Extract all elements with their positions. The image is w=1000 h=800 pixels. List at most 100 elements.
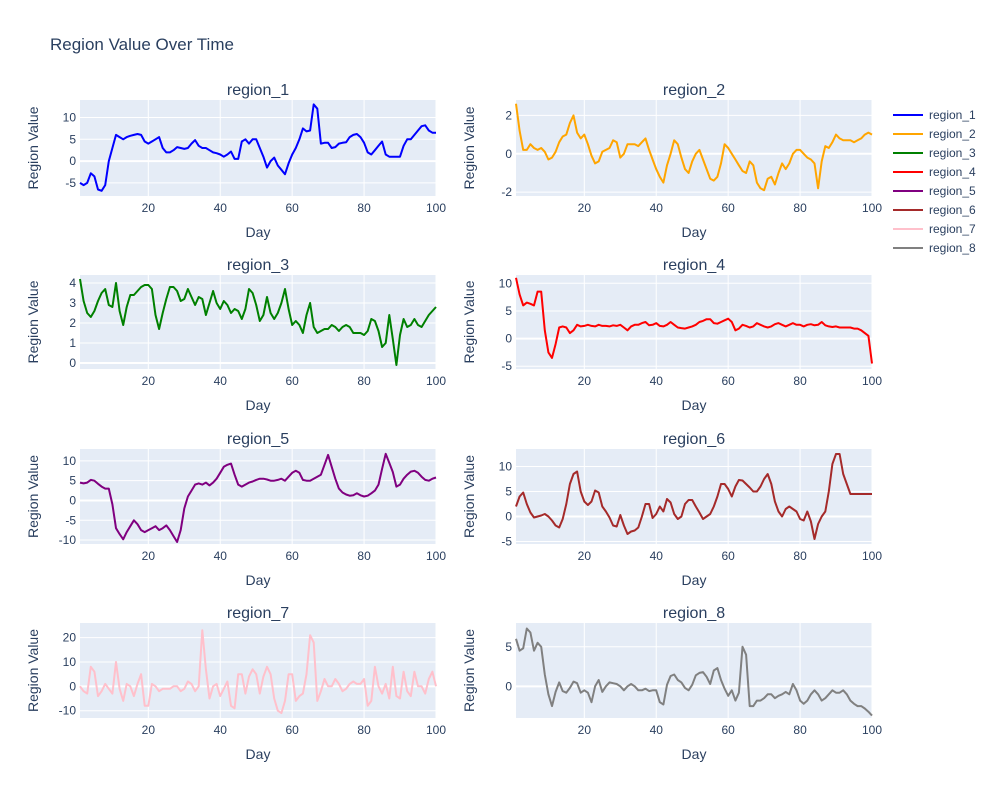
legend-label: region_6 — [929, 203, 976, 217]
x-tick-label: 60 — [721, 723, 735, 737]
y-axis-title: Region Value — [25, 629, 41, 712]
subplot-7: 20 40 60 80 100 -10 0 10 20 region_7 Day Region Val… — [25, 605, 446, 762]
subplot-3: 20 40 60 80 100 0 1 2 3 4 region_3 Day Region Value — [25, 257, 446, 413]
plot-area — [80, 623, 436, 718]
y-tick-label: -2 — [501, 185, 512, 199]
y-tick-label: 2 — [69, 316, 76, 330]
x-axis-title: Day — [246, 224, 271, 240]
x-tick-label: 40 — [650, 201, 664, 215]
y-tick-label: 1 — [69, 336, 76, 350]
x-tick-label: 40 — [214, 374, 228, 388]
x-tick-label: 100 — [862, 201, 882, 215]
x-tick-label: 60 — [721, 549, 735, 563]
y-tick-label: -5 — [65, 176, 76, 190]
plot-area — [516, 449, 872, 544]
series-line-region_2[interactable] — [515, 103, 873, 192]
legend-item-region_5[interactable]: region_5 — [893, 184, 976, 198]
y-axis-title: Region Value — [461, 629, 477, 712]
plot-area — [516, 275, 872, 369]
y-axis-title: Region Value — [25, 106, 41, 189]
x-tick-label: 60 — [285, 201, 299, 215]
x-tick-label: 80 — [793, 723, 807, 737]
legend-label: region_7 — [929, 222, 976, 236]
y-tick-label: 2 — [505, 108, 512, 122]
x-tick-label: 80 — [357, 723, 371, 737]
y-tick-label: 0 — [505, 332, 512, 346]
y-tick-label: 10 — [63, 110, 77, 124]
y-tick-label: -10 — [59, 704, 77, 718]
x-tick-label: 40 — [650, 374, 664, 388]
legend-label: region_3 — [929, 146, 976, 160]
x-axis-title: Day — [682, 224, 707, 240]
legend-item-region_4[interactable]: region_4 — [893, 165, 976, 179]
x-tick-label: 20 — [578, 374, 592, 388]
series-line-region_7[interactable] — [79, 629, 437, 715]
legend-item-region_2[interactable]: region_2 — [893, 127, 976, 141]
series-line-region_8[interactable] — [515, 627, 873, 717]
x-tick-label: 60 — [721, 374, 735, 388]
x-tick-label: 40 — [650, 723, 664, 737]
x-tick-label: 60 — [721, 201, 735, 215]
y-tick-label: 3 — [69, 296, 76, 310]
subplot-title: region_3 — [227, 257, 289, 274]
y-tick-label: 5 — [505, 640, 512, 654]
x-tick-label: 20 — [142, 374, 156, 388]
y-tick-label: 4 — [69, 276, 76, 290]
plot-area — [516, 100, 872, 196]
series-line-region_1[interactable] — [79, 103, 436, 192]
legend-item-region_8[interactable]: region_8 — [893, 241, 976, 255]
y-axis-title: Region Value — [25, 280, 41, 363]
legend-item-region_1[interactable]: region_1 — [893, 108, 976, 122]
legend[interactable]: region_1 region_2 region_3 region_4 region_5… — [893, 108, 976, 255]
x-tick-label: 40 — [214, 201, 228, 215]
subplot-title: region_7 — [227, 605, 289, 622]
series-line-region_3[interactable] — [79, 278, 437, 366]
x-tick-label: 100 — [426, 549, 446, 563]
x-tick-label: 100 — [862, 549, 882, 563]
legend-item-region_7[interactable]: region_7 — [893, 222, 976, 236]
x-tick-label: 80 — [793, 201, 807, 215]
y-tick-label: 0 — [69, 679, 76, 693]
x-tick-label: 20 — [578, 201, 592, 215]
x-tick-label: 60 — [285, 723, 299, 737]
x-tick-label: 80 — [357, 549, 371, 563]
subplot-title: region_5 — [227, 431, 289, 448]
series-line-region_5[interactable] — [79, 452, 437, 543]
x-axis-title: Day — [682, 746, 707, 762]
series-line-region_6[interactable] — [515, 453, 872, 540]
y-axis-title: Region Value — [461, 455, 477, 538]
y-axis-title: Region Value — [461, 280, 477, 363]
x-tick-label: 20 — [578, 549, 592, 563]
plot-area — [80, 275, 436, 369]
x-tick-label: 100 — [426, 201, 446, 215]
subplot-title: region_4 — [663, 257, 725, 274]
x-tick-label: 40 — [214, 723, 228, 737]
x-tick-label: 20 — [142, 201, 156, 215]
legend-item-region_3[interactable]: region_3 — [893, 146, 976, 160]
x-tick-label: 60 — [285, 549, 299, 563]
x-tick-label: 100 — [862, 374, 882, 388]
y-tick-label: 10 — [63, 454, 77, 468]
legend-label: region_5 — [929, 184, 976, 198]
y-tick-label: 10 — [499, 460, 513, 474]
subplot-title: region_2 — [663, 82, 725, 99]
subplot-5: 20 40 60 80 100 -10 -5 0 5 10 region_5 Day Region Va… — [25, 431, 446, 588]
x-axis-title: Day — [246, 572, 271, 588]
subplot-6: 20 40 60 80 100 -5 0 5 10 region_6 Day Region Value — [461, 431, 882, 588]
x-tick-label: 80 — [357, 374, 371, 388]
y-tick-label: 10 — [499, 276, 513, 290]
x-tick-label: 100 — [862, 723, 882, 737]
x-tick-label: 80 — [793, 549, 807, 563]
plot-area — [80, 100, 436, 196]
subplot-title: region_6 — [663, 431, 725, 448]
x-tick-label: 60 — [285, 374, 299, 388]
y-tick-label: -5 — [65, 513, 76, 527]
legend-item-region_6[interactable]: region_6 — [893, 203, 976, 217]
y-tick-label: 20 — [63, 631, 77, 645]
subplot-4: 20 40 60 80 100 -5 0 5 10 region_4 Day Region Value — [461, 257, 882, 413]
x-tick-label: 80 — [793, 374, 807, 388]
y-tick-label: 10 — [63, 655, 77, 669]
series-line-region_4[interactable] — [515, 277, 873, 364]
x-tick-label: 80 — [357, 201, 371, 215]
